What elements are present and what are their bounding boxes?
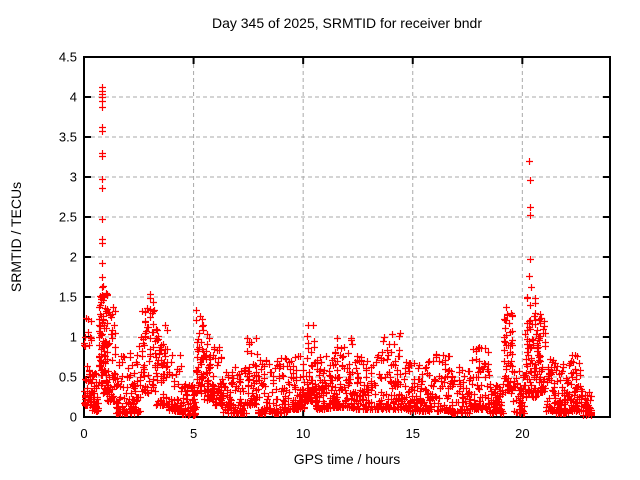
y-tick-label: 4.5	[59, 50, 77, 65]
data-points	[81, 84, 595, 419]
x-tick-label: 20	[515, 426, 529, 441]
x-axis-label: GPS time / hours	[293, 451, 401, 467]
chart-title: Day 345 of 2025, SRMTID for receiver bnd…	[211, 15, 482, 31]
y-tick-label: 1	[70, 330, 77, 345]
plot-frame	[83, 56, 611, 418]
y-tick-label: 4	[70, 90, 77, 105]
y-tick-label: 0.5	[59, 370, 77, 385]
y-tick-label: 1.5	[59, 290, 77, 305]
x-tick-label: 0	[80, 426, 87, 441]
y-tick-label: 2	[70, 250, 77, 265]
y-tick-label: 2.5	[59, 210, 77, 225]
y-tick-label: 0	[70, 410, 77, 425]
x-tick-label: 15	[406, 426, 420, 441]
x-tick-label: 10	[296, 426, 310, 441]
y-tick-label: 3.5	[59, 130, 77, 145]
y-tick-label: 3	[70, 170, 77, 185]
x-tick-label: 5	[190, 426, 197, 441]
